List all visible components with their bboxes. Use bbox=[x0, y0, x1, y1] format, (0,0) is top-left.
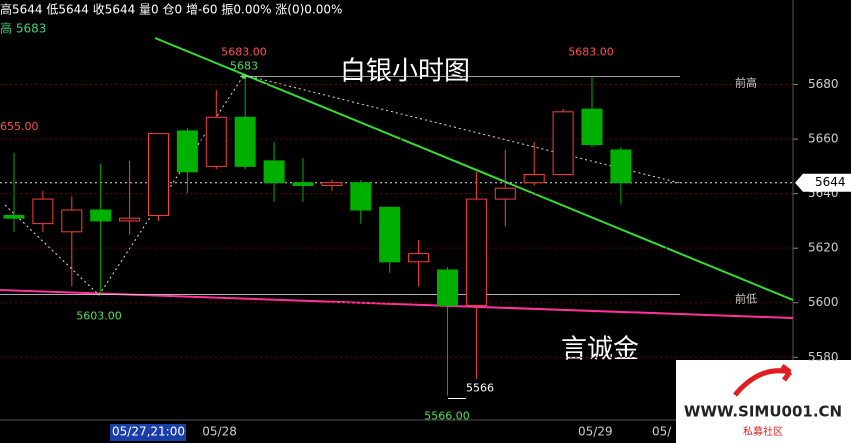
x-tick-label: 05/ bbox=[652, 425, 672, 439]
price-label: 5566 bbox=[466, 381, 494, 394]
watermark: 言诚金 bbox=[561, 335, 639, 365]
candle-body bbox=[465, 198, 487, 306]
logo: WWW.SIMU001.CN 私募社区 bbox=[676, 360, 851, 443]
level-label: 前高 bbox=[735, 75, 757, 89]
price-dot bbox=[241, 73, 247, 79]
y-tick-label: 5680 bbox=[808, 77, 839, 91]
header-high: 高 5683 bbox=[0, 21, 46, 36]
cut-label: 655.00 bbox=[0, 120, 39, 133]
level-label: 前低 bbox=[735, 292, 757, 306]
candle-body bbox=[379, 206, 401, 263]
candle-body bbox=[205, 116, 227, 167]
logo-name: 私募社区 bbox=[743, 425, 783, 438]
zigzag-line bbox=[4, 74, 681, 296]
candle-body bbox=[581, 108, 603, 146]
candle-body bbox=[552, 111, 574, 176]
x-tick-label: 05/29 bbox=[578, 425, 613, 439]
trend-line bbox=[154, 37, 794, 301]
candle-body bbox=[292, 182, 314, 186]
candle-body bbox=[32, 198, 54, 225]
candle-body bbox=[350, 182, 372, 211]
header-quote: 高5644 低5644 收5644 量0 仓0 增-60 振0.00% 涨(0)… bbox=[0, 2, 342, 17]
price-label: 5683 bbox=[230, 59, 258, 72]
candle-body bbox=[321, 182, 343, 186]
x-tick-label: 05/28 bbox=[202, 425, 237, 439]
candle-body bbox=[263, 160, 285, 184]
last-price-label: 5644 bbox=[815, 175, 846, 189]
candle-body bbox=[3, 214, 25, 219]
candle-body bbox=[523, 174, 545, 184]
candle-body bbox=[119, 217, 141, 222]
candle-body bbox=[176, 130, 198, 173]
price-label: 5566.00 bbox=[424, 409, 470, 422]
y-tick-label: 5580 bbox=[808, 350, 839, 364]
cursor-time-box bbox=[110, 424, 186, 441]
last-price-box bbox=[795, 173, 851, 192]
logo-url: WWW.SIMU001.CN bbox=[684, 403, 842, 421]
price-label: 5603.00 bbox=[76, 310, 122, 323]
logo-icon bbox=[733, 364, 792, 397]
candle-body bbox=[437, 269, 458, 306]
y-tick-label: 5620 bbox=[808, 241, 839, 255]
candle-body bbox=[610, 149, 632, 184]
candle-body bbox=[61, 209, 83, 233]
candle-body bbox=[234, 116, 256, 167]
candle-body bbox=[148, 133, 169, 216]
candle-body bbox=[494, 187, 516, 200]
chart-title: 白银小时图 bbox=[340, 57, 470, 87]
price-label: 5683.00 bbox=[221, 45, 267, 58]
price-label: 5683.00 bbox=[568, 45, 614, 58]
candle-body bbox=[408, 253, 430, 263]
cursor-time: 05/27,21:00 bbox=[112, 425, 185, 439]
y-tick-label: 5600 bbox=[808, 295, 839, 309]
candle-body bbox=[90, 209, 112, 222]
y-tick-label: 5660 bbox=[808, 132, 839, 146]
